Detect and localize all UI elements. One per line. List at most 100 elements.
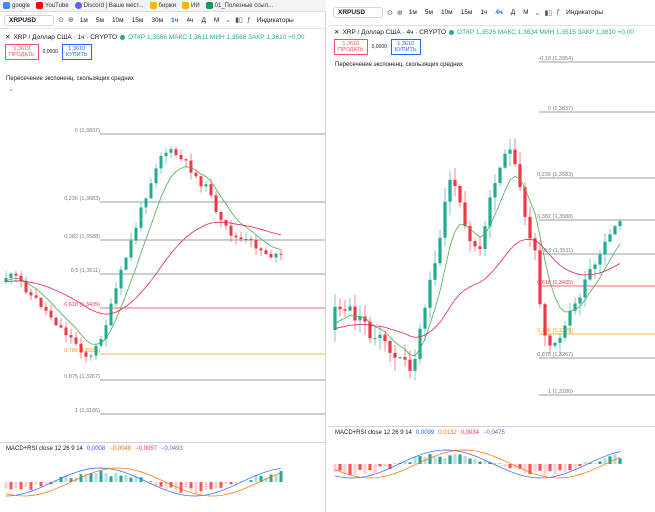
fib-level-label: 1 (1,3186) <box>548 389 573 395</box>
fib-level-label: 0 (1,3837) <box>75 128 100 134</box>
macd-bar <box>493 462 497 464</box>
candle-body <box>34 295 38 298</box>
add-symbol-icon[interactable]: ⊕ <box>396 9 403 17</box>
chevron-down-icon[interactable]: ⌄ <box>534 9 541 17</box>
bookmark-folder-ai[interactable]: ИИ <box>182 2 200 9</box>
pane-separator[interactable] <box>329 426 655 427</box>
macd-bar <box>558 464 562 471</box>
indicator-name: Пересечение экспоненц. скользящих средни… <box>6 76 134 82</box>
macd-bar <box>264 477 268 482</box>
symbol-search-input[interactable]: XRPUSD <box>333 7 383 18</box>
tf-10m[interactable]: 10м <box>440 9 453 16</box>
bookmark-google[interactable]: google <box>3 2 30 9</box>
sell-button[interactable]: 1,3610 ПРОДАТЬ <box>334 39 368 55</box>
price-chart[interactable]: −0,18 (1,3954) 0 (1,3837) 0,236 (1,3683) 0,… <box>329 0 655 512</box>
ema-fast-line <box>5 165 282 345</box>
price-chart[interactable]: 0 (1,3837) 0,236 (1,3683) 0,382 (1,3588) 0,… <box>0 12 326 512</box>
indicators-button[interactable]: Индикаторы <box>566 9 604 16</box>
macd-bar <box>348 464 352 475</box>
macd-bar <box>508 464 512 468</box>
chart-title-row: ✕ XRP / Доллар США · 4ч · CRYPTO ОТКР 1,… <box>334 28 634 37</box>
youtube-icon <box>36 2 44 9</box>
ema-slow-line <box>5 221 282 315</box>
macd-bar <box>388 464 392 469</box>
chevron-down-icon[interactable]: ⌄ <box>225 17 232 24</box>
macd-bar <box>413 457 417 464</box>
candle-body <box>14 273 18 276</box>
macd-bar <box>274 474 278 482</box>
candle-body <box>563 325 567 338</box>
candle-body <box>478 246 482 249</box>
macd-bar <box>69 478 73 482</box>
chevron-up-icon[interactable]: ⌃ <box>8 89 14 96</box>
pane-separator[interactable] <box>0 442 325 443</box>
macd-bar <box>433 456 437 464</box>
indicators-icon[interactable]: ƒ <box>246 16 251 24</box>
candle-body <box>264 250 268 254</box>
collapse-icon[interactable]: ✕ <box>5 34 11 41</box>
macd-bar <box>204 482 208 491</box>
google-icon <box>3 2 10 9</box>
candle-body <box>184 159 188 161</box>
macd-bar <box>578 464 582 466</box>
tf-1h[interactable]: 1ч <box>171 16 179 24</box>
candle-body <box>608 234 612 242</box>
tf-5m[interactable]: 5м <box>95 16 104 24</box>
macd-bar <box>104 473 108 482</box>
candle-body <box>378 334 382 339</box>
fib-level-label: 0,236 (1,3683) <box>537 172 573 178</box>
tf-m[interactable]: М <box>213 16 220 24</box>
tf-30m[interactable]: 30м <box>151 16 164 24</box>
macd-bar <box>453 454 457 464</box>
signal-line <box>5 467 282 497</box>
tf-1h[interactable]: 1ч <box>480 9 488 16</box>
tf-4h[interactable]: 4ч <box>186 16 194 24</box>
candle-body <box>124 257 128 270</box>
macd-bar <box>518 464 522 469</box>
sell-button[interactable]: 1,3610 ПРОДАТЬ <box>5 44 39 60</box>
tf-4h[interactable]: 4ч <box>495 9 503 16</box>
macd-legend: MACD+RSI close 12 26 9 14 0,0099 0,0132 … <box>335 430 505 436</box>
tf-m[interactable]: М <box>523 9 529 16</box>
macd-bar <box>618 458 622 464</box>
macd-bar <box>39 482 43 487</box>
buy-button[interactable]: 1,3610 КУПИТЬ <box>61 44 92 60</box>
macd-bar <box>224 482 228 484</box>
tf-d[interactable]: Д <box>510 9 516 16</box>
edit-icon[interactable]: ⊙ <box>387 9 393 17</box>
buy-button[interactable]: 1,3610 КУПИТЬ <box>390 39 421 55</box>
bookmark-discord[interactable]: Discord | Ваше мест... <box>74 2 144 9</box>
symbol-search-input[interactable]: XRPUSD <box>4 14 54 26</box>
tf-1m[interactable]: 1м <box>79 16 88 24</box>
macd-bar <box>159 482 163 487</box>
left-toolbar: XRPUSD ⊙ ⊕ 1м 5м 10м 15м 30м 1ч 4ч Д М ⌄… <box>0 12 325 29</box>
tf-15m[interactable]: 15м <box>460 9 473 16</box>
macd-bar <box>608 456 612 464</box>
candle-body <box>29 292 33 296</box>
candle-body <box>149 183 153 199</box>
candle-body <box>144 198 148 208</box>
bookmark-useful-links[interactable]: 01_Полезные ссыл... <box>205 2 273 9</box>
tf-10m[interactable]: 10м <box>111 16 124 24</box>
edit-icon[interactable]: ⊙ <box>58 17 64 24</box>
candle-body <box>229 225 233 236</box>
indicators-button[interactable]: Индикаторы <box>256 16 294 24</box>
candle-body <box>613 226 617 235</box>
tf-15m[interactable]: 15м <box>131 16 144 24</box>
bookmark-youtube[interactable]: YouTube <box>36 2 69 9</box>
candle-body <box>603 241 607 255</box>
tf-5m[interactable]: 5м <box>424 9 433 16</box>
macd-bar <box>64 475 68 482</box>
add-symbol-icon[interactable]: ⊕ <box>67 17 74 24</box>
candle-body <box>508 149 512 154</box>
tf-1m[interactable]: 1м <box>408 9 417 16</box>
tf-d[interactable]: Д <box>201 16 206 24</box>
bookmark-folder-exchanges[interactable]: биржи <box>149 2 176 9</box>
trade-buttons: 1,3610 ПРОДАТЬ 0,0000 1,3610 КУПИТЬ <box>5 44 92 60</box>
candles-icon[interactable]: ▮▯ <box>235 17 243 24</box>
candle-body <box>254 240 258 249</box>
macd-bar <box>254 475 258 482</box>
candles-icon[interactable]: ▮▯ <box>544 9 553 17</box>
indicators-icon[interactable]: ƒ <box>556 9 561 16</box>
collapse-icon[interactable]: ✕ <box>334 29 340 36</box>
